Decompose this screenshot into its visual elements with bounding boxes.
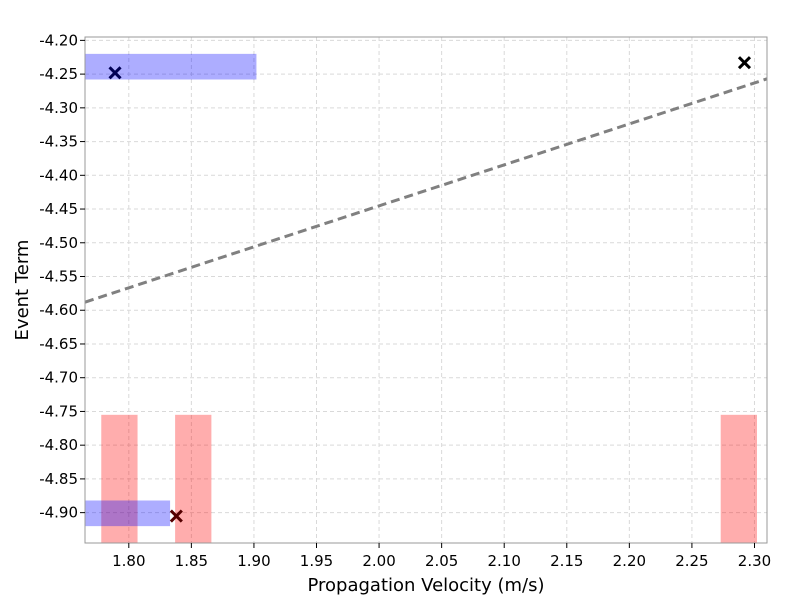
y-tick-label: -4.75 [39, 402, 78, 420]
y-tick-label: -4.90 [39, 504, 78, 522]
y-tick-label: -4.80 [39, 436, 78, 454]
y-tick-label: -4.40 [39, 166, 78, 184]
x-tick-label: 1.95 [300, 552, 333, 570]
y-tick-label: -4.65 [39, 335, 78, 353]
x-tick-label: 2.25 [675, 552, 708, 570]
y-axis-label: Event Term [12, 240, 33, 341]
horizontal-error-band [85, 500, 171, 527]
data-points [108, 56, 752, 523]
y-tick-label: -4.70 [39, 369, 78, 387]
y-tick-label: -4.60 [39, 301, 78, 319]
vertical-error-band [720, 414, 757, 543]
x-axis-ticks: 1.80 1.85 1.90 1.95 2.00 2.05 2.10 2.15 2.20 2.25… [112, 543, 771, 570]
x-tick-label: 2.05 [425, 552, 458, 570]
trend-line-group [84, 77, 768, 304]
trend-line [84, 77, 768, 304]
y-tick-label: -4.35 [39, 133, 78, 151]
x-tick-label: 2.10 [488, 552, 521, 570]
y-tick-label: -4.45 [39, 200, 78, 218]
vertical-error-band [175, 414, 212, 543]
x-tick-label: 1.90 [237, 552, 270, 570]
data-point [108, 66, 122, 80]
y-tick-label: -4.20 [39, 31, 78, 49]
y-tick-label: -4.55 [39, 268, 78, 286]
grid [85, 37, 767, 543]
plot-frame [84, 36, 768, 544]
y-axis-ticks: -4.20 -4.25 -4.30 -4.35 -4.40 -4.45 -4.50 -4.55… [39, 31, 85, 522]
x-tick-label: 2.15 [550, 552, 583, 570]
y-tick-label: -4.25 [39, 65, 78, 83]
y-tick-label: -4.50 [39, 234, 78, 252]
data-point [169, 509, 183, 523]
x-tick-label: 1.85 [175, 552, 208, 570]
x-tick-label: 2.00 [362, 552, 395, 570]
data-point [737, 56, 752, 70]
y-tick-label: -4.30 [39, 99, 78, 117]
x-tick-label: 2.30 [738, 552, 771, 570]
x-tick-label: 2.20 [613, 552, 646, 570]
y-tick-label: -4.85 [39, 470, 78, 488]
vertical-error-band [101, 414, 138, 543]
x-tick-label: 1.80 [112, 552, 145, 570]
uncertainty-bands [85, 53, 757, 543]
x-axis-label: Propagation Velocity (m/s) [307, 575, 544, 596]
